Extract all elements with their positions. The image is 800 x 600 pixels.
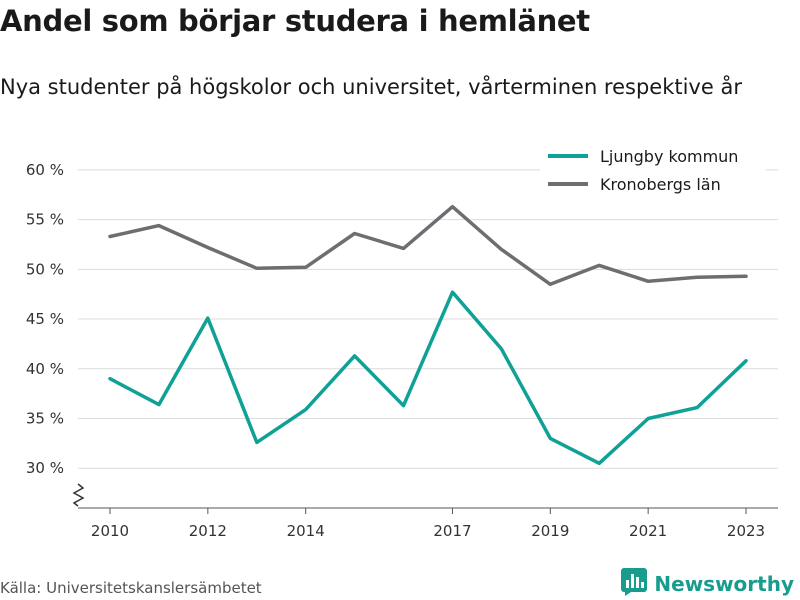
axes [72, 483, 778, 514]
y-tick-label: 40 % [26, 360, 64, 378]
brand-name: Newsworthy [654, 572, 794, 596]
x-tick-label: 2014 [287, 522, 325, 540]
series-line-1 [108, 204, 748, 287]
y-tick-label: 50 % [26, 260, 64, 278]
y-tick-label: 35 % [26, 410, 64, 428]
bar-chart-logo-icon [621, 568, 648, 600]
x-tick-label: 2010 [91, 522, 129, 540]
legend-box [540, 142, 766, 202]
y-tick-label: 30 % [26, 459, 64, 477]
y-tick-label: 55 % [26, 211, 64, 229]
x-tick-labels: 2010 2012 2014 2017 2019 2021 2023 [91, 522, 765, 540]
series-line-0 [108, 290, 748, 466]
legend: Ljungby kommun Kronobergs län [540, 142, 766, 202]
source-note: Källa: Universitetskanslersämbetet [0, 579, 262, 597]
x-tick-label: 2017 [433, 522, 471, 540]
series-lines [108, 204, 748, 466]
chart-subtitle: Nya studenter på högskolor och universit… [0, 75, 742, 99]
x-tick-label: 2012 [189, 522, 227, 540]
chart-title: Andel som börjar studera i hemlänet [0, 4, 590, 38]
x-tick-label: 2019 [531, 522, 569, 540]
x-tick-label: 2023 [727, 522, 765, 540]
legend-label: Ljungby kommun [600, 147, 738, 166]
legend-label: Kronobergs län [600, 175, 721, 194]
y-tick-label: 45 % [26, 310, 64, 328]
y-tick-label: 60 % [26, 161, 64, 179]
y-tick-labels: 60 % 55 % 50 % 45 % 40 % 35 % 30 % [26, 161, 64, 477]
gridlines [78, 169, 778, 469]
x-tick-label: 2021 [629, 522, 667, 540]
brand-logo[interactable]: Newsworthy [621, 568, 794, 600]
axis-break-icon [72, 483, 85, 507]
